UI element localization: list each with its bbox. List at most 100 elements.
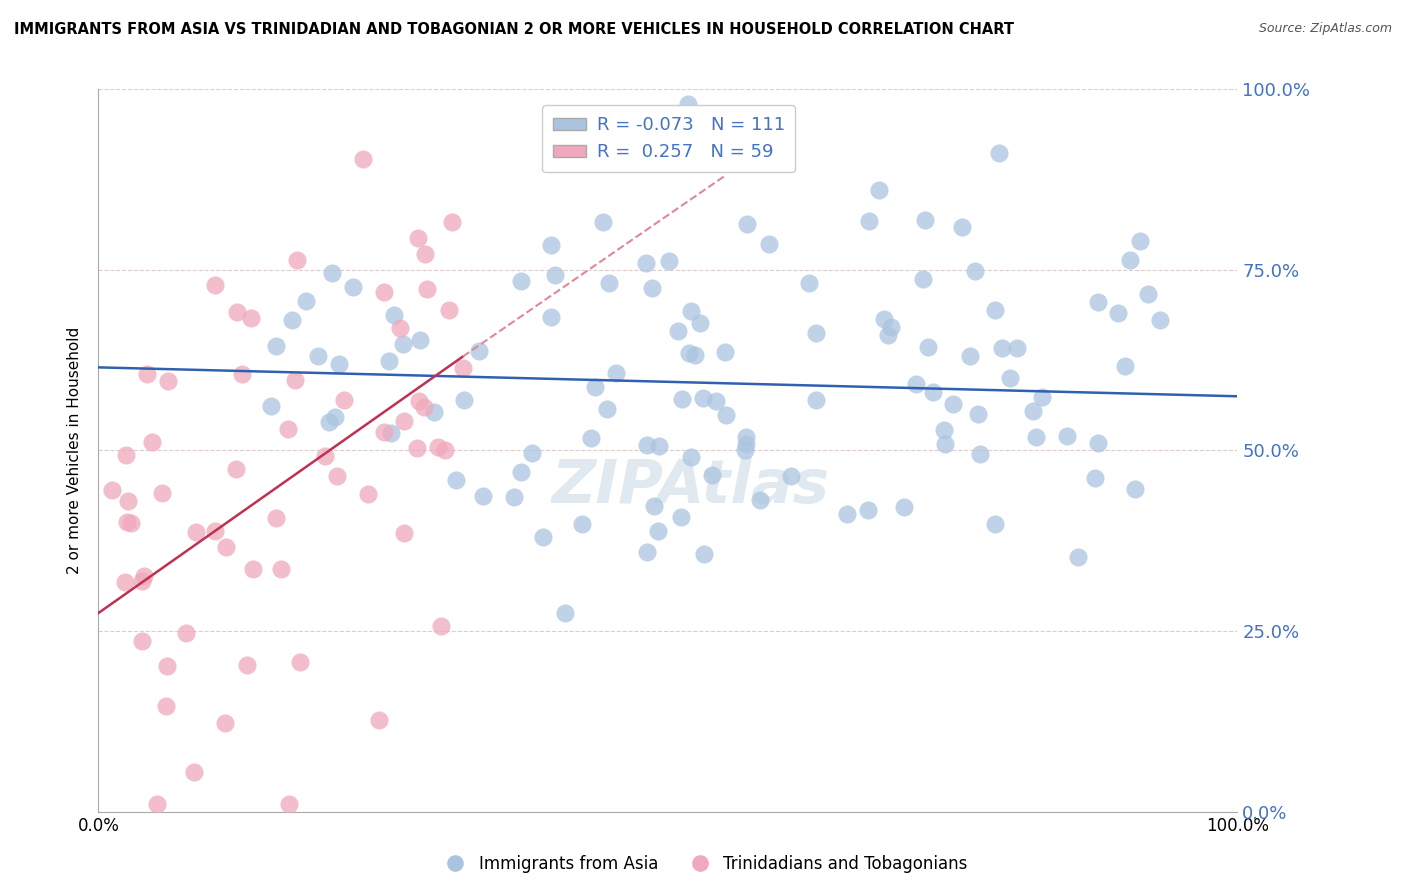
Point <box>412 400 434 414</box>
Point <box>967 407 990 421</box>
Point <box>1021 404 1043 418</box>
Point <box>214 716 236 731</box>
Point <box>1031 390 1053 404</box>
Point <box>115 448 138 462</box>
Point <box>934 437 956 451</box>
Point <box>270 562 292 576</box>
Point <box>155 698 177 713</box>
Point <box>380 426 402 441</box>
Point <box>904 377 927 392</box>
Point <box>204 278 226 293</box>
Point <box>451 361 474 376</box>
Point <box>641 281 664 295</box>
Point <box>231 368 253 382</box>
Point <box>117 494 139 508</box>
Point <box>373 425 395 439</box>
Point <box>911 271 934 285</box>
Point <box>692 391 714 405</box>
Point <box>969 447 991 461</box>
Point <box>373 285 395 300</box>
Point <box>544 268 567 282</box>
Point <box>806 326 828 340</box>
Point <box>658 254 681 268</box>
Point <box>713 344 735 359</box>
Point <box>321 267 343 281</box>
Point <box>914 212 936 227</box>
Point <box>278 797 301 812</box>
Point <box>1066 550 1088 565</box>
Point <box>734 437 756 451</box>
Point <box>605 366 627 380</box>
Point <box>409 334 432 348</box>
Point <box>877 328 900 343</box>
Point <box>598 276 620 290</box>
Point <box>1056 428 1078 442</box>
Point <box>114 574 136 589</box>
Point <box>636 545 658 559</box>
Point <box>934 423 956 437</box>
Point <box>634 256 657 270</box>
Point <box>141 434 163 449</box>
Point <box>1137 287 1160 301</box>
Y-axis label: 2 or more Vehicles in Household: 2 or more Vehicles in Household <box>67 326 83 574</box>
Point <box>1087 294 1109 309</box>
Point <box>314 449 336 463</box>
Point <box>647 524 669 538</box>
Point <box>1007 342 1029 356</box>
Point <box>382 308 405 322</box>
Point <box>413 246 436 260</box>
Point <box>472 489 495 503</box>
Point <box>242 562 264 576</box>
Point <box>174 626 197 640</box>
Point <box>416 282 439 296</box>
Point <box>277 422 299 436</box>
Point <box>917 339 939 353</box>
Point <box>583 379 606 393</box>
Point <box>186 525 208 540</box>
Point <box>950 220 973 235</box>
Point <box>965 264 987 278</box>
Point <box>780 469 803 483</box>
Text: IMMIGRANTS FROM ASIA VS TRINIDADIAN AND TOBAGONIAN 2 OR MORE VEHICLES IN HOUSEHO: IMMIGRANTS FROM ASIA VS TRINIDADIAN AND … <box>14 22 1014 37</box>
Point <box>352 152 374 166</box>
Point <box>236 657 259 672</box>
Point <box>439 303 461 318</box>
Point <box>735 430 758 444</box>
Point <box>285 252 308 267</box>
Point <box>678 345 700 359</box>
Point <box>264 339 287 353</box>
Point <box>856 503 879 517</box>
Point <box>183 765 205 780</box>
Point <box>837 507 859 521</box>
Point <box>408 394 430 409</box>
Point <box>748 492 770 507</box>
Point <box>152 485 174 500</box>
Point <box>531 530 554 544</box>
Point <box>284 373 307 387</box>
Point <box>326 469 349 483</box>
Point <box>990 341 1012 355</box>
Point <box>444 474 467 488</box>
Point <box>579 431 602 445</box>
Point <box>394 526 416 541</box>
Point <box>571 516 593 531</box>
Point <box>1119 252 1142 267</box>
Point <box>858 214 880 228</box>
Point <box>156 659 179 673</box>
Legend: Immigrants from Asia, Trinidadians and Tobagonians: Immigrants from Asia, Trinidadians and T… <box>432 848 974 880</box>
Point <box>942 396 965 410</box>
Point <box>392 337 415 351</box>
Point <box>893 500 915 514</box>
Point <box>288 656 311 670</box>
Point <box>509 465 531 479</box>
Point <box>636 438 658 452</box>
Point <box>433 442 456 457</box>
Point <box>706 393 728 408</box>
Point <box>666 324 689 338</box>
Point <box>676 97 699 112</box>
Point <box>540 310 562 324</box>
Point <box>468 344 491 359</box>
Point <box>333 393 356 408</box>
Point <box>115 515 138 529</box>
Point <box>204 524 226 538</box>
